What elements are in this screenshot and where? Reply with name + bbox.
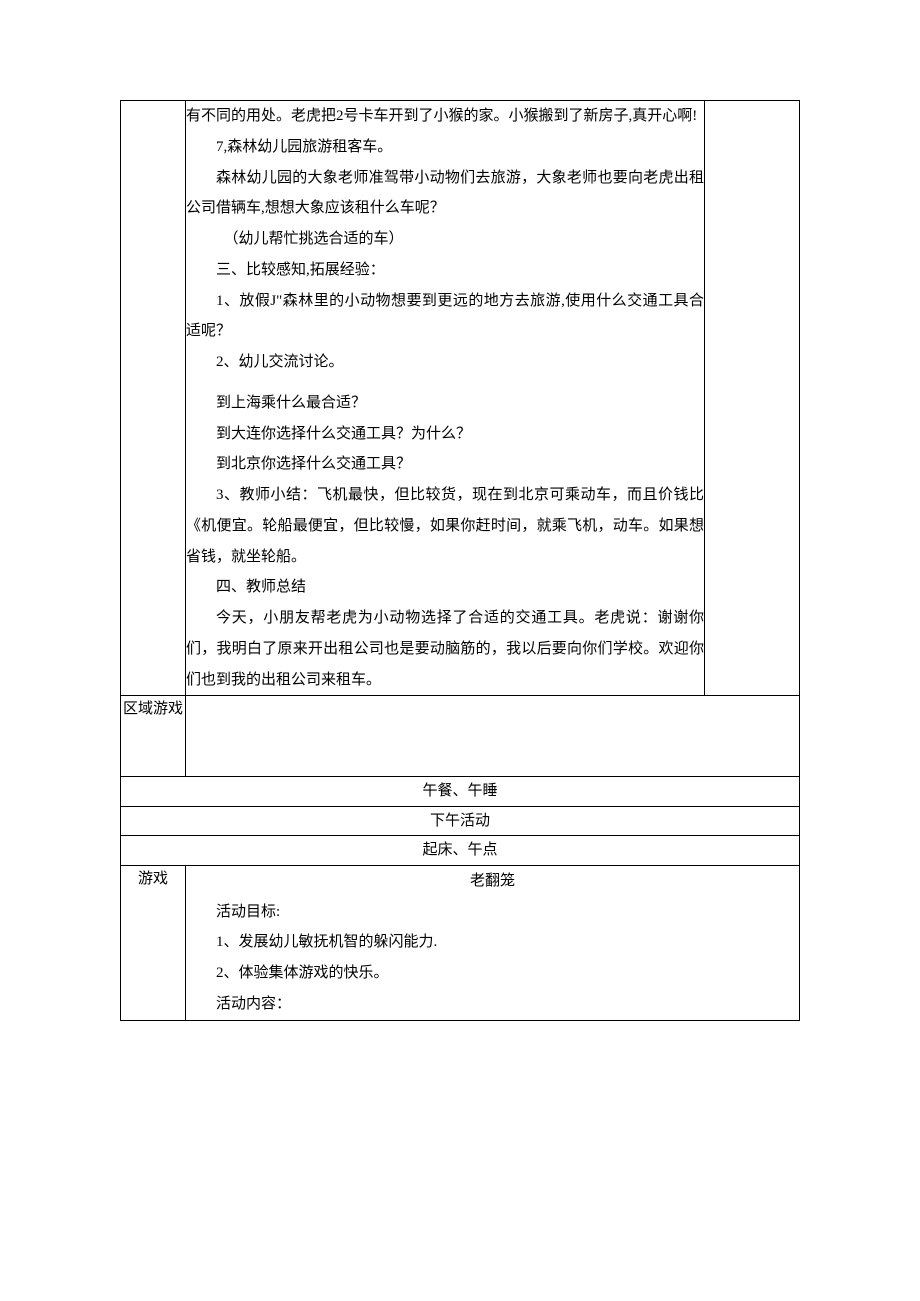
paragraph: 7,森林幼儿园旅游租客车。: [186, 132, 704, 163]
game-label: 游戏: [121, 865, 186, 1020]
lunch-cell: 午餐、午睡: [121, 777, 800, 807]
game-goal-header: 活动目标:: [186, 897, 799, 928]
wake-cell: 起床、午点: [121, 836, 800, 866]
game-content-header: 活动内容：: [186, 989, 799, 1020]
paragraph: 今天，小朋友帮老虎为小动物选择了合适的交通工具。老虎说：谢谢你们，我明白了原来开…: [186, 603, 704, 695]
paragraph: 有不同的用处。老虎把2号卡车开到了小猴的家。小猴搬到了新房子,真开心啊!: [186, 101, 704, 132]
paragraph: 3、教师小结：飞机最快，但比较货，现在到北京可乘动车，而且价钱比《机便宜。轮船最…: [186, 480, 704, 572]
game-content-cell: 老翻笼 活动目标: 1、发展幼儿敏抚机智的躲闪能力. 2、体验集体游戏的快乐。 …: [186, 865, 800, 1020]
main-label-cell: [121, 101, 186, 696]
paragraph: （幼儿帮忙挑选合适的车）: [186, 224, 704, 255]
wake-row: 起床、午点: [121, 836, 800, 866]
region-game-label: 区域游戏: [121, 696, 186, 777]
game-goal-1: 1、发展幼儿敏抚机智的躲闪能力.: [186, 927, 799, 958]
region-game-row: 区域游戏: [121, 696, 800, 777]
paragraph: 森林幼儿园的大象老师准驾带小动物们去旅游，大象老师也要向老虎出租公司借辆车,想想…: [186, 163, 704, 225]
paragraph: 1、放假J"森林里的小动物想要到更远的地方去旅游,使用什么交通工具合适呢？: [186, 286, 704, 348]
main-content-row: 有不同的用处。老虎把2号卡车开到了小猴的家。小猴搬到了新房子,真开心啊! 7,森…: [121, 101, 800, 696]
main-right-cell: [705, 101, 800, 696]
paragraph: 2、幼儿交流讨论。: [186, 347, 704, 378]
game-row: 游戏 老翻笼 活动目标: 1、发展幼儿敏抚机智的躲闪能力. 2、体验集体游戏的快…: [121, 865, 800, 1020]
game-title: 老翻笼: [186, 866, 799, 897]
main-content-cell: 有不同的用处。老虎把2号卡车开到了小猴的家。小猴搬到了新房子,真开心啊! 7,森…: [186, 101, 705, 696]
document-page: 有不同的用处。老虎把2号卡车开到了小猴的家。小猴搬到了新房子,真开心啊! 7,森…: [0, 0, 920, 1301]
paragraph: 三、比较感知,拓展经验：: [186, 255, 704, 286]
game-goal-2: 2、体验集体游戏的快乐。: [186, 958, 799, 989]
lunch-row: 午餐、午睡: [121, 777, 800, 807]
paragraph: 到上海乘什么最合适？: [186, 388, 704, 419]
region-game-content: [186, 696, 800, 777]
afternoon-cell: 下午活动: [121, 806, 800, 836]
paragraph: 四、教师总结: [186, 572, 704, 603]
afternoon-row: 下午活动: [121, 806, 800, 836]
paragraph: 到北京你选择什么交通工具？: [186, 449, 704, 480]
lesson-plan-table: 有不同的用处。老虎把2号卡车开到了小猴的家。小猴搬到了新房子,真开心啊! 7,森…: [120, 100, 800, 1021]
paragraph: 到大连你选择什么交通工具？为什么？: [186, 419, 704, 450]
